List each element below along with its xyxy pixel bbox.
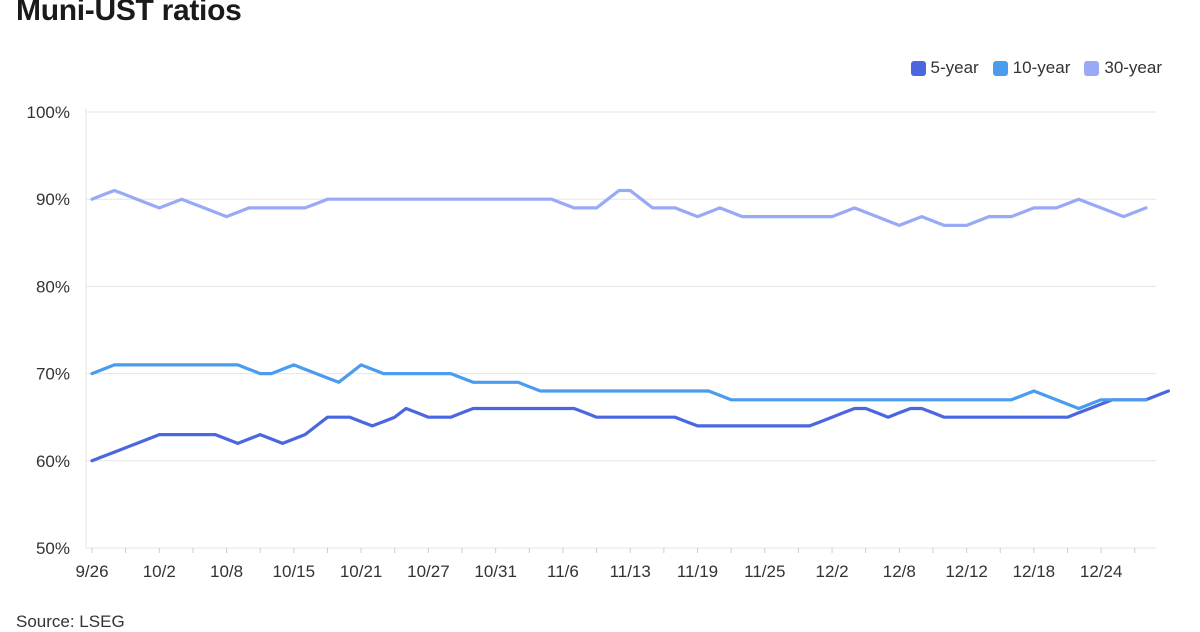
legend-swatch-5-year bbox=[910, 60, 926, 76]
x-tick-label-12-24: 12/24 bbox=[1080, 562, 1123, 581]
x-tick-label-9-26: 9/26 bbox=[75, 562, 108, 581]
x-tick-label-12-2: 12/2 bbox=[815, 562, 848, 581]
x-tick-label-10-15: 10/15 bbox=[273, 562, 316, 581]
legend-label-10-year: 10-year bbox=[1012, 58, 1071, 77]
legend-swatch-30-year bbox=[1084, 60, 1100, 76]
legend-item-30-year[interactable]: 30-year bbox=[1084, 58, 1162, 78]
legend: 5-year 10-year 30-year bbox=[910, 58, 1162, 78]
x-tick-label-12-12: 12/12 bbox=[945, 562, 988, 581]
source-note: Source: LSEG bbox=[16, 612, 125, 631]
legend-swatch-10-year bbox=[992, 60, 1008, 76]
x-tick-label-10-8: 10/8 bbox=[210, 562, 243, 581]
series-line-30-year bbox=[90, 188, 1148, 227]
x-tick-label-10-27: 10/27 bbox=[407, 562, 450, 581]
y-tick-label-100: 100% bbox=[27, 103, 70, 122]
series-line-5-year bbox=[90, 389, 1170, 463]
x-tick-label-12-8: 12/8 bbox=[883, 562, 916, 581]
x-tick-label-10-2: 10/2 bbox=[143, 562, 176, 581]
x-tick-label-10-21: 10/21 bbox=[340, 562, 383, 581]
y-tick-label-90: 90% bbox=[36, 190, 70, 209]
x-tick-label-11-25: 11/25 bbox=[744, 562, 785, 581]
x-tick-label-10-31: 10/31 bbox=[474, 562, 517, 581]
legend-item-10-year[interactable]: 10-year bbox=[992, 58, 1071, 78]
chart-title: Muni-UST ratios bbox=[16, 0, 242, 27]
y-tick-label-60: 60% bbox=[36, 452, 70, 471]
y-tick-label-50: 50% bbox=[36, 539, 70, 558]
legend-label-30-year: 30-year bbox=[1104, 58, 1162, 77]
legend-item-5-year[interactable]: 5-year bbox=[910, 58, 979, 78]
series-line-10-year bbox=[90, 363, 1148, 411]
x-tick-label-11-13: 11/13 bbox=[610, 562, 651, 581]
x-tick-label-11-6: 11/6 bbox=[547, 562, 579, 581]
y-tick-label-80: 80% bbox=[36, 277, 70, 296]
x-tick-label-11-19: 11/19 bbox=[677, 562, 718, 581]
x-tick-label-12-18: 12/18 bbox=[1013, 562, 1056, 581]
legend-label-5-year: 5-year bbox=[930, 58, 979, 77]
y-tick-label-70: 70% bbox=[36, 365, 70, 384]
